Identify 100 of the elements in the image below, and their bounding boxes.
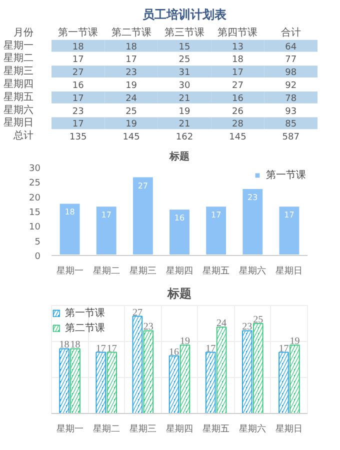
- x-tick-label: 星期日: [276, 424, 303, 434]
- y-tick-label: 星期一: [4, 39, 34, 52]
- data-label: 64: [285, 42, 297, 52]
- legend-label: 第一节课: [65, 306, 105, 320]
- data-label: 27: [132, 307, 142, 318]
- data-label: 25: [126, 106, 138, 117]
- y-tick-label: 星期二: [4, 52, 34, 64]
- x-tick-label: 第四节课: [218, 26, 258, 38]
- data-label: 18: [72, 42, 84, 52]
- y-tick-label: 星期六: [4, 104, 34, 116]
- y-tick-label: 星期四: [4, 78, 34, 90]
- data-label: 17: [72, 120, 84, 130]
- bar: [94, 204, 118, 256]
- y-tick-label: 星期五: [4, 90, 34, 103]
- x-tick-label: 星期二: [92, 266, 120, 276]
- data-label: 17: [284, 210, 294, 220]
- x-tick-label: 第一节课: [58, 26, 98, 38]
- data-label: 17: [72, 55, 84, 66]
- data-label: 77: [285, 55, 297, 66]
- y-tick-label: 30: [29, 164, 41, 174]
- data-label: 13: [232, 42, 244, 52]
- data-label: 17: [106, 343, 117, 354]
- y-tick-label: 总计: [12, 130, 34, 142]
- data-label: 16: [169, 346, 180, 358]
- data-label: 98: [285, 68, 297, 78]
- bar: [58, 202, 82, 256]
- data-label: 19: [126, 120, 138, 130]
- x-tick-label: 星期六: [239, 266, 266, 276]
- data-label: 15: [178, 42, 190, 52]
- x-tick-label: 星期一: [56, 424, 84, 434]
- data-label: 16: [174, 214, 185, 223]
- y-tick-label: 10: [29, 222, 41, 233]
- data-label: 26: [232, 106, 244, 117]
- data-label: 25: [253, 314, 264, 326]
- y-tick-label: 星期日: [4, 116, 34, 129]
- chart-title: 标题: [168, 150, 190, 162]
- data-label: 23: [126, 68, 138, 78]
- data-label: 17: [232, 68, 244, 78]
- data-label: 17: [96, 343, 106, 354]
- y-tick-label: 25: [29, 178, 40, 189]
- data-label: 145: [229, 132, 246, 143]
- data-label: 21: [178, 120, 190, 130]
- data-label: 23: [72, 106, 84, 117]
- data-label: 25: [178, 55, 190, 66]
- data-label: 17: [206, 343, 216, 354]
- bar: [130, 175, 155, 256]
- data-label: 18: [70, 340, 80, 351]
- legend-label: 第一节课: [266, 168, 306, 182]
- data-label: 78: [285, 94, 297, 104]
- y-tick-label: 0: [34, 252, 41, 262]
- bar: [204, 204, 228, 256]
- data-label: 24: [126, 94, 138, 104]
- y-axis-title: 月份: [14, 27, 34, 38]
- y-tick-label: 20: [29, 193, 41, 204]
- data-label: 587: [282, 132, 300, 143]
- data-label: 93: [285, 106, 297, 117]
- bar: [240, 187, 265, 256]
- data-label: 23: [248, 193, 258, 202]
- data-label: 19: [126, 81, 138, 91]
- data-label: 85: [285, 120, 297, 130]
- x-tick-label: 星期六: [239, 424, 266, 434]
- x-tick-label: 星期三: [129, 266, 156, 276]
- data-label: 30: [178, 81, 190, 91]
- x-tick-label: 星期三: [129, 424, 156, 434]
- data-label: 18: [126, 42, 138, 52]
- y-tick-label: 星期三: [4, 65, 34, 78]
- data-label: 162: [176, 132, 194, 143]
- y-tick-label: 15: [29, 208, 40, 218]
- data-label: 17: [210, 210, 222, 220]
- data-label: 17: [101, 210, 112, 220]
- data-label: 17: [126, 55, 138, 66]
- data-label: 19: [290, 336, 300, 348]
- bar: [168, 208, 192, 256]
- chart-title: 员工培训计划表: [142, 8, 228, 22]
- data-label: 145: [122, 132, 140, 143]
- y-tick-label: 5: [34, 237, 41, 248]
- data-label: 18: [64, 208, 75, 217]
- data-label: 23: [143, 322, 154, 333]
- x-tick-label: 第三节课: [164, 26, 204, 38]
- data-label: 17: [278, 343, 289, 354]
- data-label: 135: [70, 132, 87, 143]
- x-tick-label: 星期四: [166, 424, 193, 434]
- data-label: 18: [232, 55, 244, 66]
- x-tick-label: 第二节课: [111, 26, 152, 38]
- data-label: 19: [180, 336, 190, 348]
- x-tick-label: 星期一: [56, 266, 84, 276]
- data-label: 17: [72, 94, 84, 104]
- data-label: 18: [59, 340, 70, 351]
- data-label: 92: [285, 81, 297, 91]
- x-tick-label: 星期二: [92, 424, 120, 434]
- data-label: 27: [138, 181, 148, 190]
- legend-label: 第二节课: [65, 322, 105, 335]
- data-label: 21: [178, 94, 190, 104]
- x-tick-label: 星期五: [202, 424, 230, 434]
- bar: [277, 204, 302, 256]
- data-label: 23: [242, 322, 252, 333]
- data-label: 31: [178, 68, 190, 78]
- x-tick-label: 星期日: [276, 266, 303, 276]
- data-label: 19: [178, 106, 190, 117]
- data-label: 28: [232, 120, 244, 130]
